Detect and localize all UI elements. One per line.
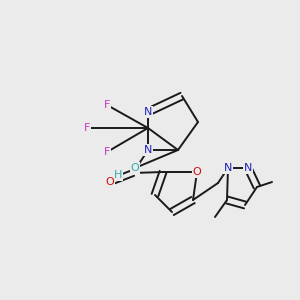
Text: N: N	[244, 163, 252, 173]
Text: H: H	[114, 170, 122, 180]
Text: N: N	[144, 145, 152, 155]
Text: F: F	[104, 147, 110, 157]
Text: O: O	[106, 177, 114, 187]
Text: F: F	[84, 123, 90, 133]
Text: F: F	[104, 100, 110, 110]
Text: O: O	[130, 163, 140, 173]
Text: N: N	[224, 163, 232, 173]
Text: O: O	[193, 167, 201, 177]
Text: N: N	[144, 107, 152, 117]
